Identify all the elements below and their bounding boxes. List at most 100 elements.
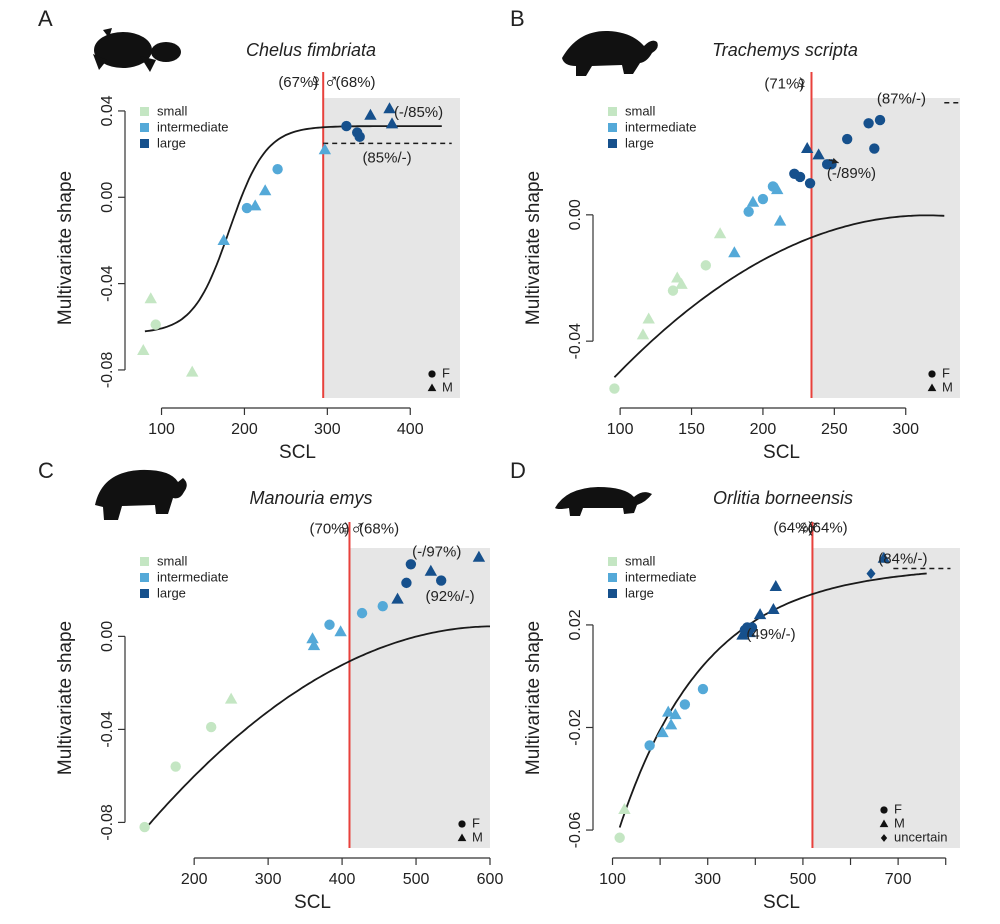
x-tick-label: 600 [477, 871, 504, 888]
x-tick-label: 200 [231, 421, 258, 438]
panel-letter: A [38, 6, 53, 31]
x-tick-label: 300 [892, 421, 919, 438]
trachemys-silhouette-icon [562, 30, 658, 77]
legend-label-large: large [625, 585, 654, 600]
sex-symbol: ♀ [308, 70, 324, 93]
x-tick-label: 500 [790, 871, 817, 888]
data-point-intermediate-F [241, 202, 253, 214]
percentage-annotation: (70%) [310, 520, 350, 537]
data-point-large-F [804, 178, 816, 189]
sex-symbol: ♀ [796, 516, 812, 539]
panel-title: Orlitia borneensis [713, 488, 853, 508]
y-tick-label: 0.00 [99, 621, 116, 652]
y-tick-label: -0.08 [99, 804, 116, 841]
legend-label-sex: M [472, 829, 483, 844]
percentage-annotation: (-/97%) [412, 544, 461, 561]
sex-symbol: ♂ [324, 70, 340, 93]
legend-marker [927, 383, 937, 392]
percentage-annotation: (84%/-) [878, 551, 927, 568]
y-tick-label: 0.00 [567, 199, 584, 230]
data-point-large-M [424, 564, 438, 576]
legend-swatch-large [608, 139, 617, 148]
x-axis-label: SCL [763, 442, 800, 463]
x-tick-label: 300 [314, 421, 341, 438]
data-point-large-F [794, 171, 806, 183]
data-point-small-F [609, 383, 620, 394]
legend-swatch-small [608, 557, 617, 566]
percentage-annotation: (-/89%) [827, 165, 876, 182]
percentage-annotation: (68%) [359, 520, 399, 537]
legend-label-sex: M [442, 379, 453, 394]
adult-range-shade [811, 98, 960, 398]
manouria-silhouette-icon [95, 469, 187, 520]
data-point-intermediate-M [306, 632, 319, 644]
data-point-intermediate-F [356, 607, 368, 619]
legend-label-small: small [157, 553, 187, 568]
data-point-intermediate-M [258, 184, 272, 196]
data-point-large-F [341, 120, 352, 132]
data-point-large-F [869, 143, 880, 154]
data-point-large-M [801, 142, 814, 154]
x-tick-label: 200 [750, 421, 777, 438]
legend-swatch-small [140, 557, 149, 566]
y-tick-label: -0.04 [99, 265, 116, 302]
data-point-intermediate-M [771, 183, 784, 195]
data-point-large-M [385, 117, 399, 129]
fitted-curve [143, 625, 490, 831]
percentage-annotation: (64%) [808, 520, 848, 537]
x-tick-label: 100 [148, 421, 175, 438]
x-tick-label: 200 [181, 871, 208, 888]
data-point-large-F [841, 133, 853, 145]
x-axis-label: SCL [763, 892, 800, 913]
y-tick-label: 0.04 [99, 95, 116, 126]
legend-swatch-intermediate [608, 123, 617, 132]
legend-marker [457, 833, 467, 842]
legend-label-sex: uncertain [894, 829, 947, 844]
data-point-intermediate-M [307, 639, 321, 651]
data-point-intermediate-M [217, 233, 230, 245]
data-point-small-M [675, 277, 688, 289]
data-point-intermediate-M [318, 143, 332, 155]
y-tick-label: 0.00 [99, 182, 116, 213]
data-point-large-F [401, 577, 412, 589]
legend-swatch-small [608, 107, 617, 116]
x-tick-label: 100 [607, 421, 634, 438]
legend-swatch-intermediate [140, 123, 149, 132]
legend-marker [458, 820, 466, 828]
y-axis-label: Multivariate shape [523, 621, 544, 775]
legend-marker-F [428, 370, 436, 378]
percentage-annotation: (-/85%) [394, 104, 443, 121]
legend-swatch-large [608, 589, 617, 598]
percentage-annotation: (49%/-) [746, 626, 795, 643]
data-point-large-M [391, 592, 404, 604]
y-tick-label: -0.04 [567, 323, 584, 360]
legend-label-small: small [157, 103, 187, 118]
adult-range-shade [812, 548, 960, 848]
data-point-intermediate-F [272, 164, 283, 175]
data-point-small-M [636, 328, 650, 340]
legend-label-intermediate: intermediate [625, 569, 697, 584]
data-point-large-F [354, 131, 365, 143]
sex-legend: FM [457, 815, 483, 844]
legend-label-large: large [157, 585, 186, 600]
data-point-small-M [713, 227, 727, 239]
legend-marker-F [880, 806, 888, 814]
legend-label-sex: F [942, 365, 950, 380]
legend-label-intermediate: intermediate [625, 119, 697, 134]
data-point-intermediate-F [679, 699, 691, 710]
data-point-intermediate-M [662, 705, 675, 717]
legend-marker [427, 383, 437, 392]
legend-swatch-large [140, 589, 149, 598]
legend-marker-M [927, 383, 937, 392]
percentage-annotation: (68%) [336, 74, 376, 91]
panel-letter: B [510, 6, 525, 31]
adult-range-shade [323, 98, 460, 398]
panel-title: Trachemys scripta [712, 40, 858, 60]
data-point-small-M [618, 803, 631, 815]
x-tick-label: 150 [678, 421, 705, 438]
data-point-intermediate-F [697, 683, 709, 695]
data-point-small-M [224, 692, 238, 704]
adult-range-shade [349, 548, 490, 848]
legend-marker [879, 819, 889, 828]
